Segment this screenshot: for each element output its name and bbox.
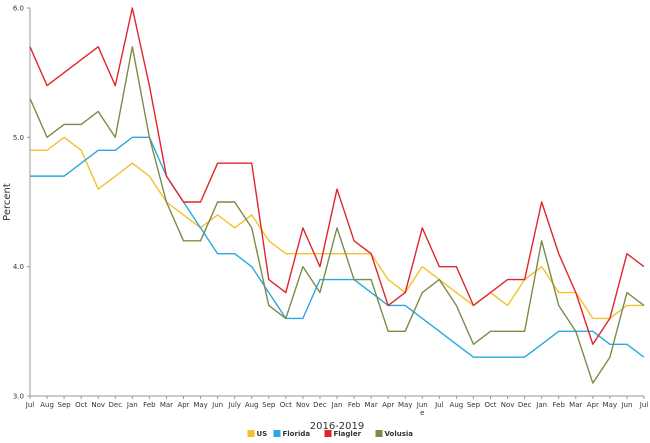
x-tick-label: Jul bbox=[434, 401, 444, 409]
x-tick-label: Nov bbox=[296, 401, 310, 409]
x-tick-label: Jan bbox=[331, 401, 343, 409]
legend: US Florida Flagler Volusia bbox=[247, 430, 414, 438]
x-tick-label: Nov bbox=[91, 401, 105, 409]
x-tick-label: May bbox=[193, 401, 207, 409]
legend-label: Florida bbox=[283, 430, 311, 438]
x-tick-label: Jun bbox=[416, 401, 428, 409]
x-tick-label: Sep bbox=[262, 401, 276, 409]
x-tick-label: Jan bbox=[126, 401, 138, 409]
legend-label: Flagler bbox=[334, 430, 362, 438]
x-tick-label: May bbox=[603, 401, 617, 409]
x-tick-label: Aug bbox=[245, 401, 259, 409]
y-tick-label: 5.0 bbox=[13, 134, 24, 142]
x-tick-label: Nov bbox=[501, 401, 515, 409]
x-tick-label: Sep bbox=[467, 401, 481, 409]
series-line-flagler bbox=[29, 7, 645, 345]
legend-item-volusia[interactable]: Volusia bbox=[375, 430, 414, 438]
x-tick-label: Jun bbox=[211, 401, 223, 409]
x-tick-label: May bbox=[398, 401, 412, 409]
x-tick-label: Jul bbox=[25, 401, 35, 409]
x-tick-label: e bbox=[420, 409, 424, 417]
x-tick-label: Oct bbox=[75, 401, 87, 409]
legend-item-florida[interactable]: Florida bbox=[273, 430, 311, 438]
series-line-volusia bbox=[29, 46, 645, 384]
legend-item-us[interactable]: US bbox=[247, 430, 268, 438]
series-lines bbox=[29, 7, 645, 384]
x-tick-label: Mar bbox=[365, 401, 378, 409]
x-tick-label: Aug bbox=[450, 401, 464, 409]
y-tick-label: 4.0 bbox=[13, 263, 24, 271]
series-line-us bbox=[30, 136, 644, 320]
x-tick-label: Aug bbox=[40, 401, 54, 409]
series-line-florida bbox=[30, 136, 645, 358]
y-axis-ticks: 3.0 4.0 5.0 6.0 bbox=[13, 5, 30, 401]
x-tick-label: Dec bbox=[109, 401, 123, 409]
legend-swatch bbox=[273, 430, 281, 437]
x-axis-title: 2016-2019 bbox=[310, 421, 365, 432]
x-tick-label: Dec bbox=[313, 401, 327, 409]
x-tick-label: Oct bbox=[280, 401, 292, 409]
legend-swatch bbox=[324, 430, 332, 437]
x-tick-label: Apr bbox=[587, 401, 599, 409]
x-tick-label: Feb bbox=[143, 401, 156, 409]
x-tick-label: Apr bbox=[382, 401, 394, 409]
x-tick-label: July bbox=[227, 401, 241, 409]
x-axis-ticks: Jul Aug Sep Oct Nov Dec Jan Feb Mar Apr May Jun July… bbox=[25, 396, 649, 417]
x-tick-label: Feb bbox=[553, 401, 566, 409]
x-tick-label: Apr bbox=[177, 401, 189, 409]
x-tick-label: Mar bbox=[160, 401, 173, 409]
x-tick-label: Sep bbox=[58, 401, 72, 409]
legend-item-flagler[interactable]: Flagler bbox=[324, 430, 362, 438]
x-tick-label: Jul bbox=[639, 401, 649, 409]
y-tick-label: 3.0 bbox=[13, 393, 24, 401]
y-tick-label: 6.0 bbox=[13, 5, 24, 13]
x-tick-label: Jun bbox=[620, 401, 632, 409]
x-tick-label: Dec bbox=[518, 401, 532, 409]
legend-label: Volusia bbox=[385, 430, 414, 438]
legend-swatch bbox=[247, 430, 255, 437]
x-tick-label: Mar bbox=[569, 401, 582, 409]
x-tick-label: Jan bbox=[535, 401, 547, 409]
y-axis-title: Percent bbox=[2, 183, 13, 221]
x-tick-label: Oct bbox=[484, 401, 496, 409]
legend-swatch bbox=[375, 430, 383, 437]
x-tick-label: Feb bbox=[348, 401, 361, 409]
chart-axes bbox=[29, 8, 644, 397]
legend-label: US bbox=[257, 430, 268, 438]
